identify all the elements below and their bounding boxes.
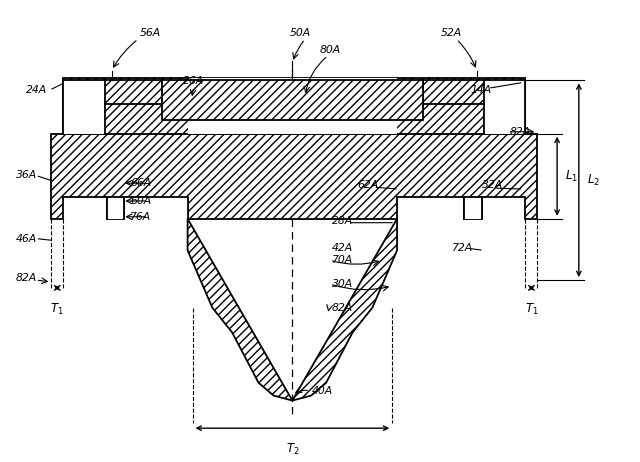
Polygon shape [63, 80, 104, 134]
Text: 50A: 50A [290, 28, 311, 38]
Text: 66A: 66A [131, 178, 152, 188]
Polygon shape [51, 134, 538, 219]
Polygon shape [484, 80, 525, 134]
Polygon shape [464, 197, 482, 219]
Polygon shape [188, 219, 397, 401]
Text: 42A: 42A [332, 243, 353, 253]
Text: 40A: 40A [312, 386, 333, 395]
Text: $T_2$: $T_2$ [285, 442, 299, 457]
Text: 72A: 72A [452, 243, 474, 253]
Bar [162, 80, 423, 120]
Text: $T_1$: $T_1$ [525, 302, 538, 317]
Text: 52A: 52A [440, 28, 462, 38]
Text: 26A: 26A [183, 76, 204, 86]
Bar [423, 80, 484, 104]
Text: 14A: 14A [470, 85, 492, 95]
Polygon shape [107, 197, 124, 219]
Polygon shape [188, 79, 397, 134]
Text: $L_1$: $L_1$ [565, 169, 578, 184]
Text: 28A: 28A [332, 216, 353, 226]
Bar [63, 79, 525, 134]
Text: 82A: 82A [332, 303, 353, 313]
Text: 80A: 80A [319, 45, 340, 55]
Text: 82A: 82A [16, 273, 37, 283]
Bar [104, 80, 162, 104]
Text: 32A: 32A [482, 180, 503, 190]
Text: 24A: 24A [26, 85, 47, 95]
Text: $T_1$: $T_1$ [51, 302, 64, 317]
Text: 60A: 60A [131, 196, 152, 206]
Text: 30A: 30A [332, 279, 353, 289]
Text: 76A: 76A [131, 212, 152, 222]
Text: 56A: 56A [140, 28, 161, 38]
Text: 82A: 82A [509, 127, 531, 137]
Text: 36A: 36A [16, 170, 37, 180]
Text: $L_2$: $L_2$ [587, 173, 600, 188]
Text: 62A: 62A [358, 180, 379, 190]
Text: 70A: 70A [332, 255, 353, 265]
Text: 46A: 46A [16, 233, 37, 243]
